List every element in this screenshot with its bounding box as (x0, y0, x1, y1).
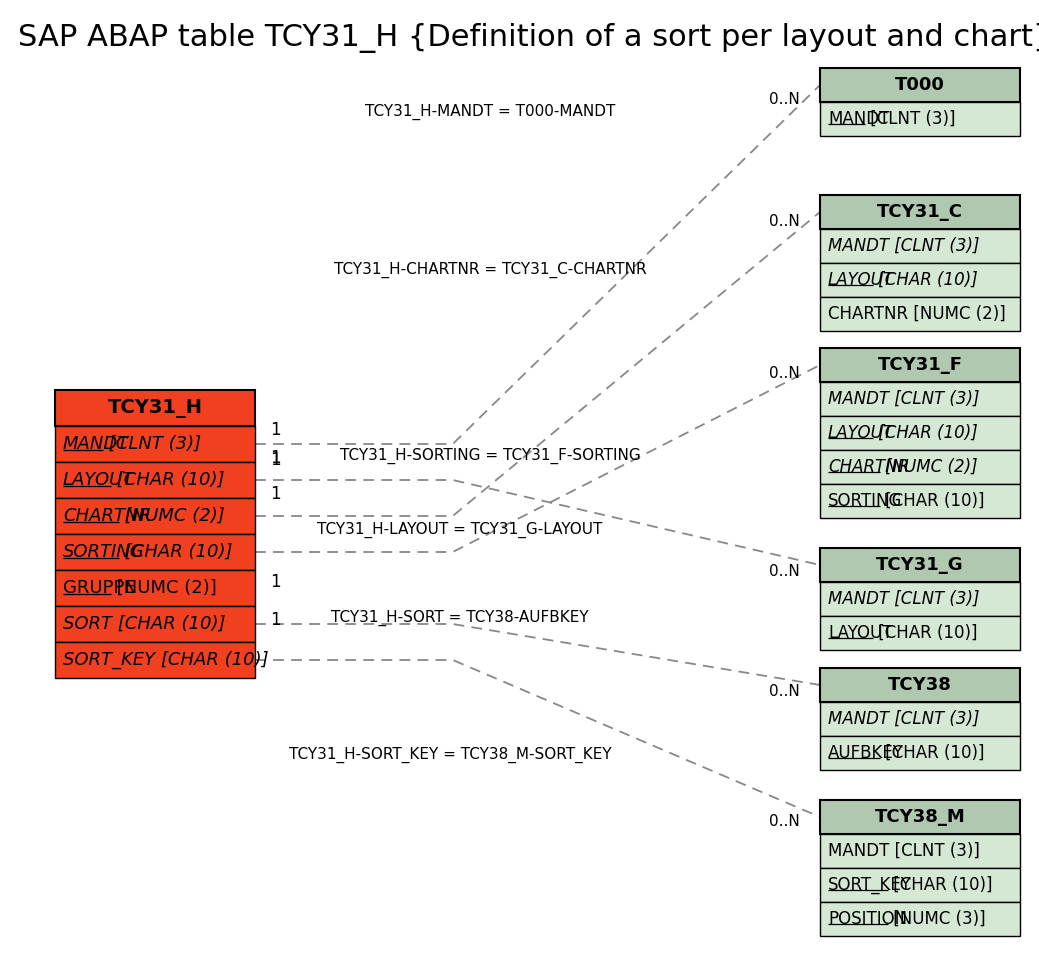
Text: [CHAR (10)]: [CHAR (10)] (873, 424, 978, 442)
Bar (820, 297, 1020, 331)
Text: 1: 1 (270, 449, 281, 467)
Text: T000: T000 (895, 76, 944, 94)
Text: 0..N: 0..N (769, 92, 800, 108)
Text: TCY31_H-CHARTNR = TCY31_C-CHARTNR: TCY31_H-CHARTNR = TCY31_C-CHARTNR (334, 262, 646, 278)
Text: TCY31_H-SORT = TCY38-AUFBKEY: TCY31_H-SORT = TCY38-AUFBKEY (331, 610, 589, 626)
Text: 0..N: 0..N (769, 684, 800, 700)
Text: SAP ABAP table TCY31_H {Definition of a sort per layout and chart}: SAP ABAP table TCY31_H {Definition of a … (18, 23, 1039, 53)
Text: [CHAR (10)]: [CHAR (10)] (111, 471, 224, 489)
Bar (55, 570, 255, 606)
Text: POSITION: POSITION (828, 910, 907, 928)
Text: TCY38_M: TCY38_M (875, 808, 965, 826)
Text: [CHAR (10)]: [CHAR (10)] (887, 876, 992, 894)
Text: SORT_KEY [CHAR (10)]: SORT_KEY [CHAR (10)] (63, 651, 269, 669)
Bar (820, 229, 1020, 263)
Bar (820, 616, 1020, 650)
Bar (820, 548, 1020, 582)
Text: SORTING: SORTING (828, 492, 903, 510)
Text: [CHAR (10)]: [CHAR (10)] (880, 744, 985, 762)
Bar (820, 834, 1020, 868)
Text: TCY31_H-MANDT = T000-MANDT: TCY31_H-MANDT = T000-MANDT (365, 104, 615, 120)
Bar (820, 348, 1020, 382)
Text: 0..N: 0..N (769, 814, 800, 829)
Text: TCY31_C: TCY31_C (877, 203, 963, 221)
Bar (55, 642, 255, 678)
Bar (820, 668, 1020, 702)
Text: [NUMC (2)]: [NUMC (2)] (111, 579, 217, 597)
Text: 1: 1 (270, 573, 281, 591)
Text: [CHAR (10)]: [CHAR (10)] (880, 492, 985, 510)
Bar (820, 582, 1020, 616)
Text: [CHAR (10)]: [CHAR (10)] (873, 271, 978, 289)
Bar (55, 534, 255, 570)
Text: LAYOUT: LAYOUT (828, 624, 893, 642)
Bar (820, 800, 1020, 834)
Text: [CHAR (10)]: [CHAR (10)] (873, 624, 977, 642)
Text: 0..N: 0..N (769, 367, 800, 381)
Bar (820, 416, 1020, 450)
Text: 1: 1 (270, 485, 281, 503)
Bar (820, 902, 1020, 936)
Text: MANDT [CLNT (3)]: MANDT [CLNT (3)] (828, 710, 980, 728)
Text: CHARTNR: CHARTNR (828, 458, 909, 476)
Text: 1: 1 (270, 451, 281, 469)
Text: TCY31_H: TCY31_H (107, 398, 203, 418)
Text: [NUMC (2)]: [NUMC (2)] (880, 458, 978, 476)
Bar (55, 462, 255, 498)
Text: MANDT: MANDT (828, 110, 889, 128)
Text: MANDT [CLNT (3)]: MANDT [CLNT (3)] (828, 842, 980, 860)
Text: 1: 1 (270, 421, 281, 439)
Text: GRUPPE: GRUPPE (63, 579, 136, 597)
Text: SORT_KEY: SORT_KEY (828, 876, 912, 894)
Text: SORT [CHAR (10)]: SORT [CHAR (10)] (63, 615, 225, 633)
Bar (820, 450, 1020, 484)
Text: CHARTNR: CHARTNR (63, 507, 151, 525)
Bar (820, 702, 1020, 736)
Text: LAYOUT: LAYOUT (828, 424, 894, 442)
Text: SORTING: SORTING (63, 543, 144, 561)
Bar (820, 484, 1020, 518)
Bar (820, 382, 1020, 416)
Text: LAYOUT: LAYOUT (828, 271, 894, 289)
Text: TCY31_F: TCY31_F (878, 356, 962, 374)
Text: TCY31_H-SORT_KEY = TCY38_M-SORT_KEY: TCY31_H-SORT_KEY = TCY38_M-SORT_KEY (289, 747, 611, 763)
Text: [CHAR (10)]: [CHAR (10)] (119, 543, 233, 561)
Text: [NUMC (3)]: [NUMC (3)] (887, 910, 985, 928)
Bar (55, 426, 255, 462)
Text: AUFBKEY: AUFBKEY (828, 744, 904, 762)
Text: 0..N: 0..N (769, 564, 800, 579)
Bar (820, 195, 1020, 229)
Bar (55, 390, 255, 426)
Text: MANDT [CLNT (3)]: MANDT [CLNT (3)] (828, 237, 980, 255)
Text: [NUMC (2)]: [NUMC (2)] (119, 507, 225, 525)
Text: [CLNT (3)]: [CLNT (3)] (865, 110, 956, 128)
Bar (55, 606, 255, 642)
Bar (820, 263, 1020, 297)
Text: MANDT [CLNT (3)]: MANDT [CLNT (3)] (828, 590, 980, 608)
Bar (55, 498, 255, 534)
Text: TCY31_H-LAYOUT = TCY31_G-LAYOUT: TCY31_H-LAYOUT = TCY31_G-LAYOUT (317, 522, 603, 539)
Text: 1: 1 (270, 611, 281, 629)
Text: MANDT [CLNT (3)]: MANDT [CLNT (3)] (828, 390, 980, 408)
Bar (820, 68, 1020, 102)
Text: LAYOUT: LAYOUT (63, 471, 134, 489)
Text: TCY31_G: TCY31_G (876, 556, 964, 574)
Bar (820, 868, 1020, 902)
Bar (820, 102, 1020, 136)
Text: TCY31_H-SORTING = TCY31_F-SORTING: TCY31_H-SORTING = TCY31_F-SORTING (340, 448, 640, 464)
Text: MANDT: MANDT (63, 435, 129, 453)
Text: CHARTNR [NUMC (2)]: CHARTNR [NUMC (2)] (828, 305, 1006, 323)
Text: [CLNT (3)]: [CLNT (3)] (103, 435, 202, 453)
Bar (820, 736, 1020, 770)
Text: 0..N: 0..N (769, 214, 800, 229)
Text: TCY38: TCY38 (888, 676, 952, 694)
